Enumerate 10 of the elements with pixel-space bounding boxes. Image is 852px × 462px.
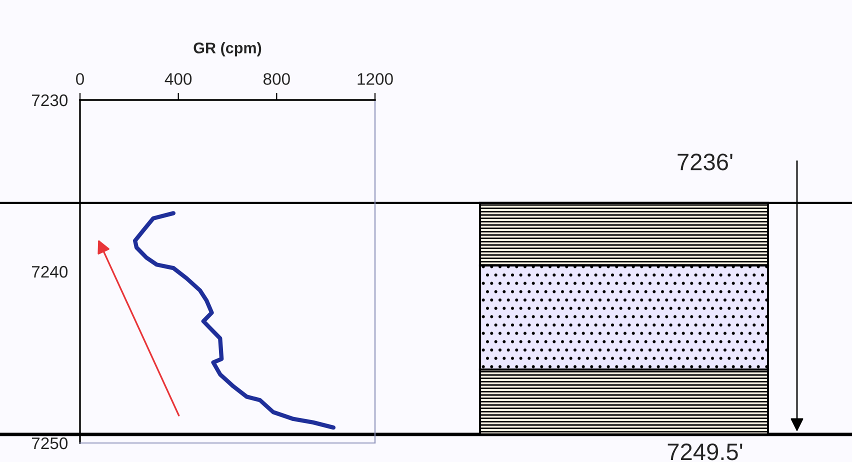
y-tick-label: 7250 xyxy=(32,437,68,450)
ref-line-label: 7236' xyxy=(678,154,732,170)
ref-line-label: 7249.5' xyxy=(668,443,742,460)
x-tick-label: 400 xyxy=(164,73,192,85)
x-tick-label: 800 xyxy=(263,73,290,85)
y-tick-label: 7240 xyxy=(32,266,68,278)
x-axis-title: GR (cpm) xyxy=(194,42,262,56)
x-tick-label: 1200 xyxy=(358,73,393,85)
x-tick-label: 0 xyxy=(76,73,84,85)
y-tick-label: 7230 xyxy=(32,94,68,106)
